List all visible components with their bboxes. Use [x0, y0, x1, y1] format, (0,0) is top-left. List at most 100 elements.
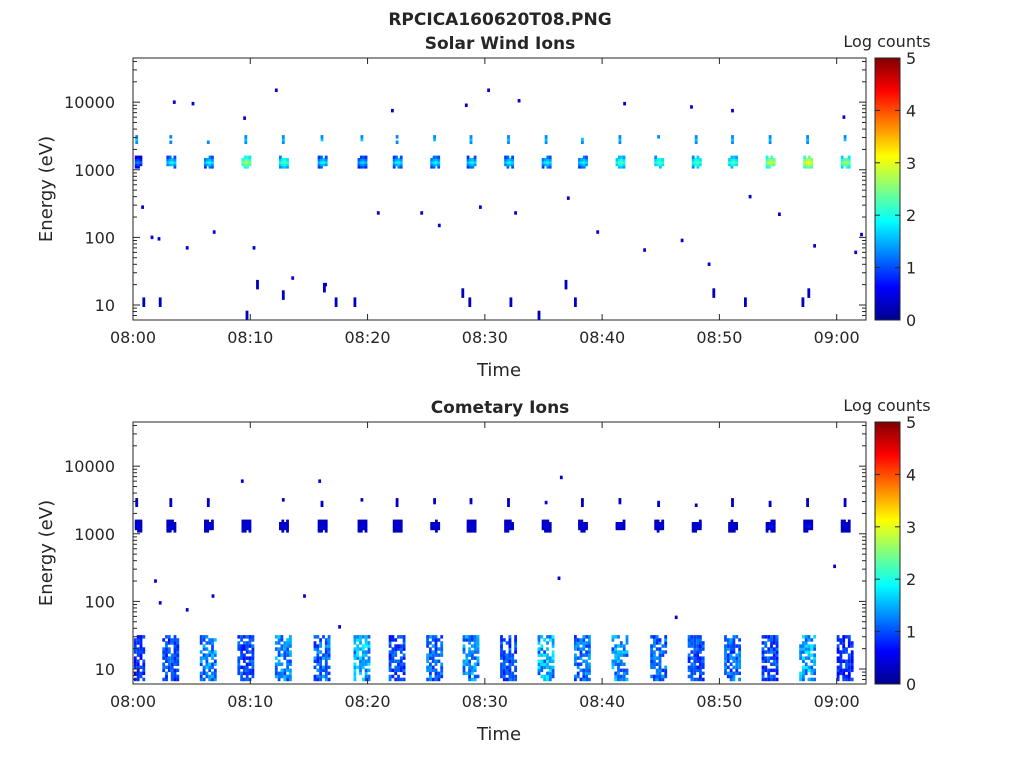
- heatmap-cell: [860, 232, 863, 237]
- heatmap-cell: [205, 656, 209, 660]
- heatmap-cell: [397, 165, 401, 169]
- heatmap-cell: [802, 668, 805, 673]
- heatmap-cell: [582, 158, 586, 162]
- heatmap-cell: [541, 526, 545, 531]
- heatmap-cell: [173, 155, 177, 160]
- heatmap-cell: [357, 165, 361, 169]
- heatmap-cell: [654, 162, 658, 167]
- heatmap-cell: [319, 656, 322, 660]
- heatmap-cell: [772, 650, 776, 654]
- heatmap-cell: [770, 638, 773, 642]
- heatmap-cell: [462, 671, 466, 676]
- heatmap-cell: [551, 641, 555, 645]
- heatmap-cell: [170, 656, 174, 660]
- heatmap-cell: [738, 662, 741, 666]
- heatmap-cell: [391, 647, 395, 651]
- heatmap-cell: [691, 160, 695, 164]
- heatmap-cell: [699, 677, 702, 682]
- heatmap-cell: [617, 671, 620, 676]
- heatmap-cell: [772, 158, 776, 162]
- heatmap-cell: [281, 290, 285, 294]
- heatmap-cell: [399, 677, 403, 682]
- heatmap-cell: [687, 668, 691, 673]
- colorbar-label: Log counts: [843, 396, 930, 415]
- heatmap-cell: [283, 162, 287, 167]
- heatmap-cell: [724, 656, 727, 660]
- heatmap-cell: [437, 524, 441, 528]
- heatmap-cell: [850, 662, 854, 666]
- heatmap-cell: [661, 526, 665, 531]
- heatmap-cell: [248, 162, 252, 167]
- heatmap-cell: [364, 522, 368, 526]
- heatmap-cell: [353, 671, 357, 676]
- heatmap-cell: [211, 677, 214, 682]
- heatmap-cell: [316, 644, 320, 648]
- heatmap-cell: [319, 677, 322, 682]
- heatmap-cell: [324, 526, 328, 531]
- heatmap-cell: [656, 529, 660, 533]
- heatmap-cell: [551, 644, 555, 648]
- heatmap-cell: [807, 294, 811, 298]
- heatmap-cell: [772, 662, 776, 666]
- heatmap-cell: [693, 662, 697, 666]
- heatmap-cell: [213, 674, 217, 679]
- heatmap-cell: [724, 647, 727, 651]
- heatmap-cell: [511, 656, 515, 660]
- heatmap-cell: [243, 665, 246, 670]
- heatmap-cell: [429, 665, 432, 670]
- heatmap-cell: [611, 638, 615, 642]
- heatmap-cell: [392, 155, 396, 160]
- heatmap-cell: [772, 162, 776, 167]
- heatmap-cell: [847, 668, 851, 673]
- heatmap-cell: [805, 160, 809, 164]
- heatmap-cell: [316, 659, 320, 663]
- heatmap-cell: [514, 638, 517, 642]
- heatmap-cell: [430, 158, 434, 162]
- heatmap-cell: [551, 656, 555, 660]
- heatmap-cell: [807, 522, 811, 526]
- heatmap-cell: [574, 297, 577, 301]
- heatmap-cell: [313, 656, 317, 660]
- heatmap-cell: [696, 526, 700, 531]
- heatmap-cell: [580, 162, 584, 167]
- heatmap-cell: [505, 668, 509, 673]
- heatmap-cell: [620, 160, 624, 164]
- heatmap-cell: [173, 659, 177, 663]
- heatmap-cell: [548, 656, 552, 660]
- heatmap-cell: [324, 650, 328, 654]
- heatmap-cell: [712, 288, 716, 292]
- heatmap-cell: [286, 638, 289, 642]
- heatmap-cell: [476, 635, 480, 639]
- heatmap-cell: [540, 668, 544, 673]
- heatmap-cell: [243, 659, 246, 663]
- heatmap-cell: [806, 140, 809, 144]
- heatmap-cell: [402, 638, 406, 642]
- heatmap-cell: [359, 668, 362, 673]
- heatmap-cell: [729, 662, 733, 666]
- heatmap-cell: [707, 262, 711, 266]
- heatmap-cell: [136, 653, 140, 657]
- heatmap-cell: [730, 165, 734, 169]
- heatmap-cell: [289, 671, 292, 676]
- colorbar-tick-label: 3: [906, 154, 916, 173]
- heatmap-cell: [546, 674, 549, 679]
- heatmap-cell: [426, 656, 429, 660]
- heatmap-cell: [655, 662, 659, 666]
- heatmap-cell: [582, 526, 586, 531]
- heatmap-cell: [142, 297, 146, 301]
- heatmap-cell: [356, 644, 360, 648]
- heatmap-cell: [805, 522, 809, 526]
- heatmap-cell: [283, 160, 287, 164]
- heatmap-cell: [429, 674, 432, 679]
- heatmap-cell: [664, 650, 668, 654]
- heatmap-cell: [502, 662, 506, 666]
- heatmap-cell: [548, 524, 552, 528]
- heatmap-cell: [842, 644, 846, 648]
- heatmap-cell: [213, 650, 217, 654]
- heatmap-cell: [765, 160, 769, 164]
- heatmap-cell: [324, 677, 328, 682]
- heatmap-cell: [313, 641, 317, 645]
- colorbar: [874, 57, 901, 321]
- heatmap-cell: [504, 524, 507, 528]
- heatmap-cell: [768, 137, 772, 142]
